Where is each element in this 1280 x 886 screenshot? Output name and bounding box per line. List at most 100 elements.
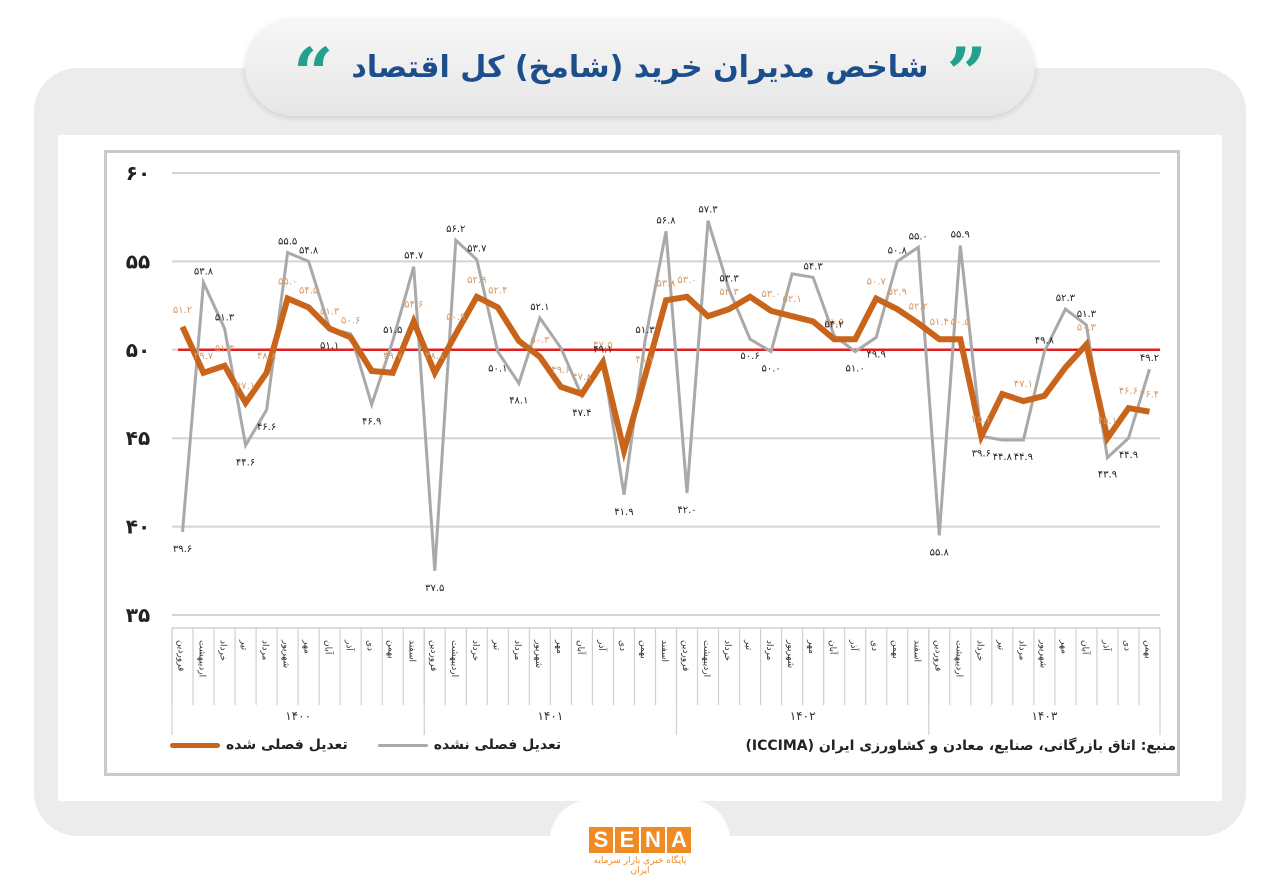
data-label-unadjusted: ۴۹.۹ <box>867 349 886 360</box>
x-tick-month: فروردین <box>428 640 438 671</box>
data-label-unadjusted: ۴۹.۸ <box>1035 336 1055 347</box>
x-tick-month: خرداد <box>470 640 480 661</box>
x-tick-month: آذر <box>344 639 356 651</box>
x-tick-month: آذر <box>1100 639 1112 651</box>
data-label-adjusted: ۵۰.۳ <box>1077 322 1097 333</box>
x-tick-month: خرداد <box>974 640 984 661</box>
data-label-unadjusted: ۵۱.۳ <box>215 313 235 324</box>
data-label-adjusted: ۵۱.۳ <box>215 344 235 355</box>
x-tick-month: آذر <box>596 639 608 651</box>
data-label-adjusted: ۵۱.۲ <box>173 305 192 316</box>
data-label-unadjusted: ۴۷.۴ <box>572 408 591 419</box>
data-label-adjusted: ۵۲.۹ <box>467 275 486 286</box>
legend-swatch-adjusted <box>170 742 220 748</box>
data-label-adjusted: ۴۹.۷ <box>383 351 403 362</box>
data-label-adjusted: ۵۴.۶ <box>404 300 423 311</box>
legend-item-adjusted: تعدیل فصلی شده <box>170 737 348 753</box>
data-label-adjusted: ۵۲.۹ <box>888 287 907 298</box>
logo-letter: A <box>667 827 691 853</box>
data-label-unadjusted: ۵۰.۱ <box>488 364 507 375</box>
x-tick-month: آبان <box>575 640 587 655</box>
x-tick-month: آبان <box>827 640 839 655</box>
x-tick-month: اسفند <box>659 640 669 662</box>
data-label-unadjusted: ۵۱.۱ <box>320 341 339 352</box>
data-label-unadjusted: ۵۷.۳ <box>698 205 718 216</box>
data-label-adjusted: ۴۷.۱ <box>236 381 255 392</box>
data-label-unadjusted: ۵۲.۳ <box>1056 293 1076 304</box>
data-label-unadjusted: ۵۴.۸ <box>299 245 319 256</box>
x-tick-month: بهمن <box>1142 640 1152 659</box>
data-label-unadjusted: ۵۳.۸ <box>194 267 214 278</box>
data-label-unadjusted: ۵۴.۲ <box>825 320 844 331</box>
x-tick-month: دی <box>1121 640 1131 651</box>
logo-subtitle: پایگاه خبری بازار سرمایه ایران <box>593 856 687 876</box>
data-label-adjusted: ۵۲.۳ <box>719 287 739 298</box>
legend-label-adjusted: تعدیل فصلی شده <box>226 737 348 753</box>
x-tick-year: ۱۴۰۱ <box>537 709 563 723</box>
x-tick-month: بهمن <box>890 640 900 659</box>
logo-letter: S <box>589 827 613 853</box>
data-label-unadjusted: ۴۶.۶ <box>257 422 276 433</box>
data-label-adjusted: ۴۷.۵ <box>593 340 612 351</box>
x-tick-month: مرداد <box>1016 640 1026 660</box>
data-label-unadjusted: ۵۵.۰ <box>909 231 928 242</box>
data-label-unadjusted: ۵۰.۶ <box>740 351 759 362</box>
x-tick-month: مهر <box>806 639 816 654</box>
x-tick-month: مرداد <box>764 640 774 660</box>
x-tick-month: شهریور <box>1037 639 1047 668</box>
data-label-adjusted: ۵۳.۸ <box>656 278 676 289</box>
x-tick-year: ۱۴۰۳ <box>1031 709 1057 723</box>
source-note: منبع: اتاق بازرگانی، صنایع، معادن و کشاو… <box>745 738 1176 754</box>
x-tick-month: اسفند <box>407 640 417 662</box>
data-label-unadjusted: ۵۴.۷ <box>404 251 424 262</box>
x-tick-month: دی <box>869 640 879 651</box>
data-label-adjusted: ۵۳.۰ <box>761 289 780 300</box>
y-tick-label: ۳۵ <box>126 603 150 627</box>
x-tick-month: آذر <box>848 639 860 651</box>
data-label-adjusted: ۵۲.۱ <box>782 294 801 305</box>
data-label-unadjusted: ۴۹.۲ <box>1140 353 1159 364</box>
x-tick-month: اردیبهشت <box>449 640 459 677</box>
data-label-unadjusted: ۵۵.۸ <box>930 547 950 558</box>
data-label-unadjusted: ۵۴.۳ <box>804 261 824 272</box>
data-label-adjusted: ۴۸.۷ <box>635 354 655 365</box>
logo-letter: E <box>615 827 639 853</box>
data-label-adjusted: ۵۲.۲ <box>909 301 928 312</box>
data-label-unadjusted: ۵۶.۸ <box>656 215 676 226</box>
data-label-unadjusted: ۵۶.۲ <box>446 224 465 235</box>
x-tick-month: اردیبهشت <box>197 640 207 677</box>
chart-legend: تعدیل فصلی شده تعدیل فصلی نشده <box>170 737 561 753</box>
data-label-adjusted: ۴۵.۱ <box>972 414 991 425</box>
data-label-unadjusted: ۵۵.۵ <box>278 237 297 248</box>
data-label-unadjusted: ۵۱.۳ <box>635 325 655 336</box>
title-banner: “ شاخص مدیران خرید (شامخ) کل اقتصاد ” <box>245 18 1035 116</box>
data-label-adjusted: ۵۰.۶ <box>341 315 360 326</box>
x-tick-month: مهر <box>1058 639 1068 654</box>
data-label-adjusted: ۵۴.۵ <box>299 285 318 296</box>
data-label-unadjusted: ۵۱.۰ <box>846 364 865 375</box>
y-tick-label: ۵۵ <box>126 249 150 273</box>
series-line-adjusted <box>179 292 1151 463</box>
data-label-adjusted: ۴۸.۸ <box>425 351 445 362</box>
data-label-unadjusted: ۴۱.۹ <box>614 507 633 518</box>
x-tick-month: خرداد <box>722 640 732 661</box>
data-label-unadjusted: ۴۴.۸ <box>993 452 1013 463</box>
data-label-unadjusted: ۵۱.۵ <box>383 325 402 336</box>
data-label-adjusted: ۵۰.۵ <box>951 317 970 328</box>
data-label-adjusted: ۵۵.۰ <box>278 277 297 288</box>
data-label-adjusted: ۴۸.۸ <box>257 351 277 362</box>
x-tick-month: اردیبهشت <box>701 640 711 677</box>
data-label-unadjusted: ۴۶.۹ <box>362 417 381 428</box>
data-label-adjusted: ۵۱.۵ <box>825 317 844 328</box>
x-tick-month: فروردین <box>176 640 186 671</box>
data-label-unadjusted: ۵۵.۹ <box>951 229 970 240</box>
x-tick-month: مهر <box>302 639 312 654</box>
y-tick-label: ۴۵ <box>126 426 150 450</box>
x-tick-month: شهریور <box>785 639 795 668</box>
data-label-unadjusted: ۳۹.۶ <box>972 448 991 459</box>
x-tick-month: بهمن <box>386 640 396 659</box>
data-label-adjusted: ۵۱.۴ <box>930 317 949 328</box>
y-tick-label: ۶۰ <box>126 161 150 185</box>
data-label-unadjusted: ۴۴.۶ <box>236 457 255 468</box>
data-label-adjusted: ۴۹.۷ <box>194 351 214 362</box>
